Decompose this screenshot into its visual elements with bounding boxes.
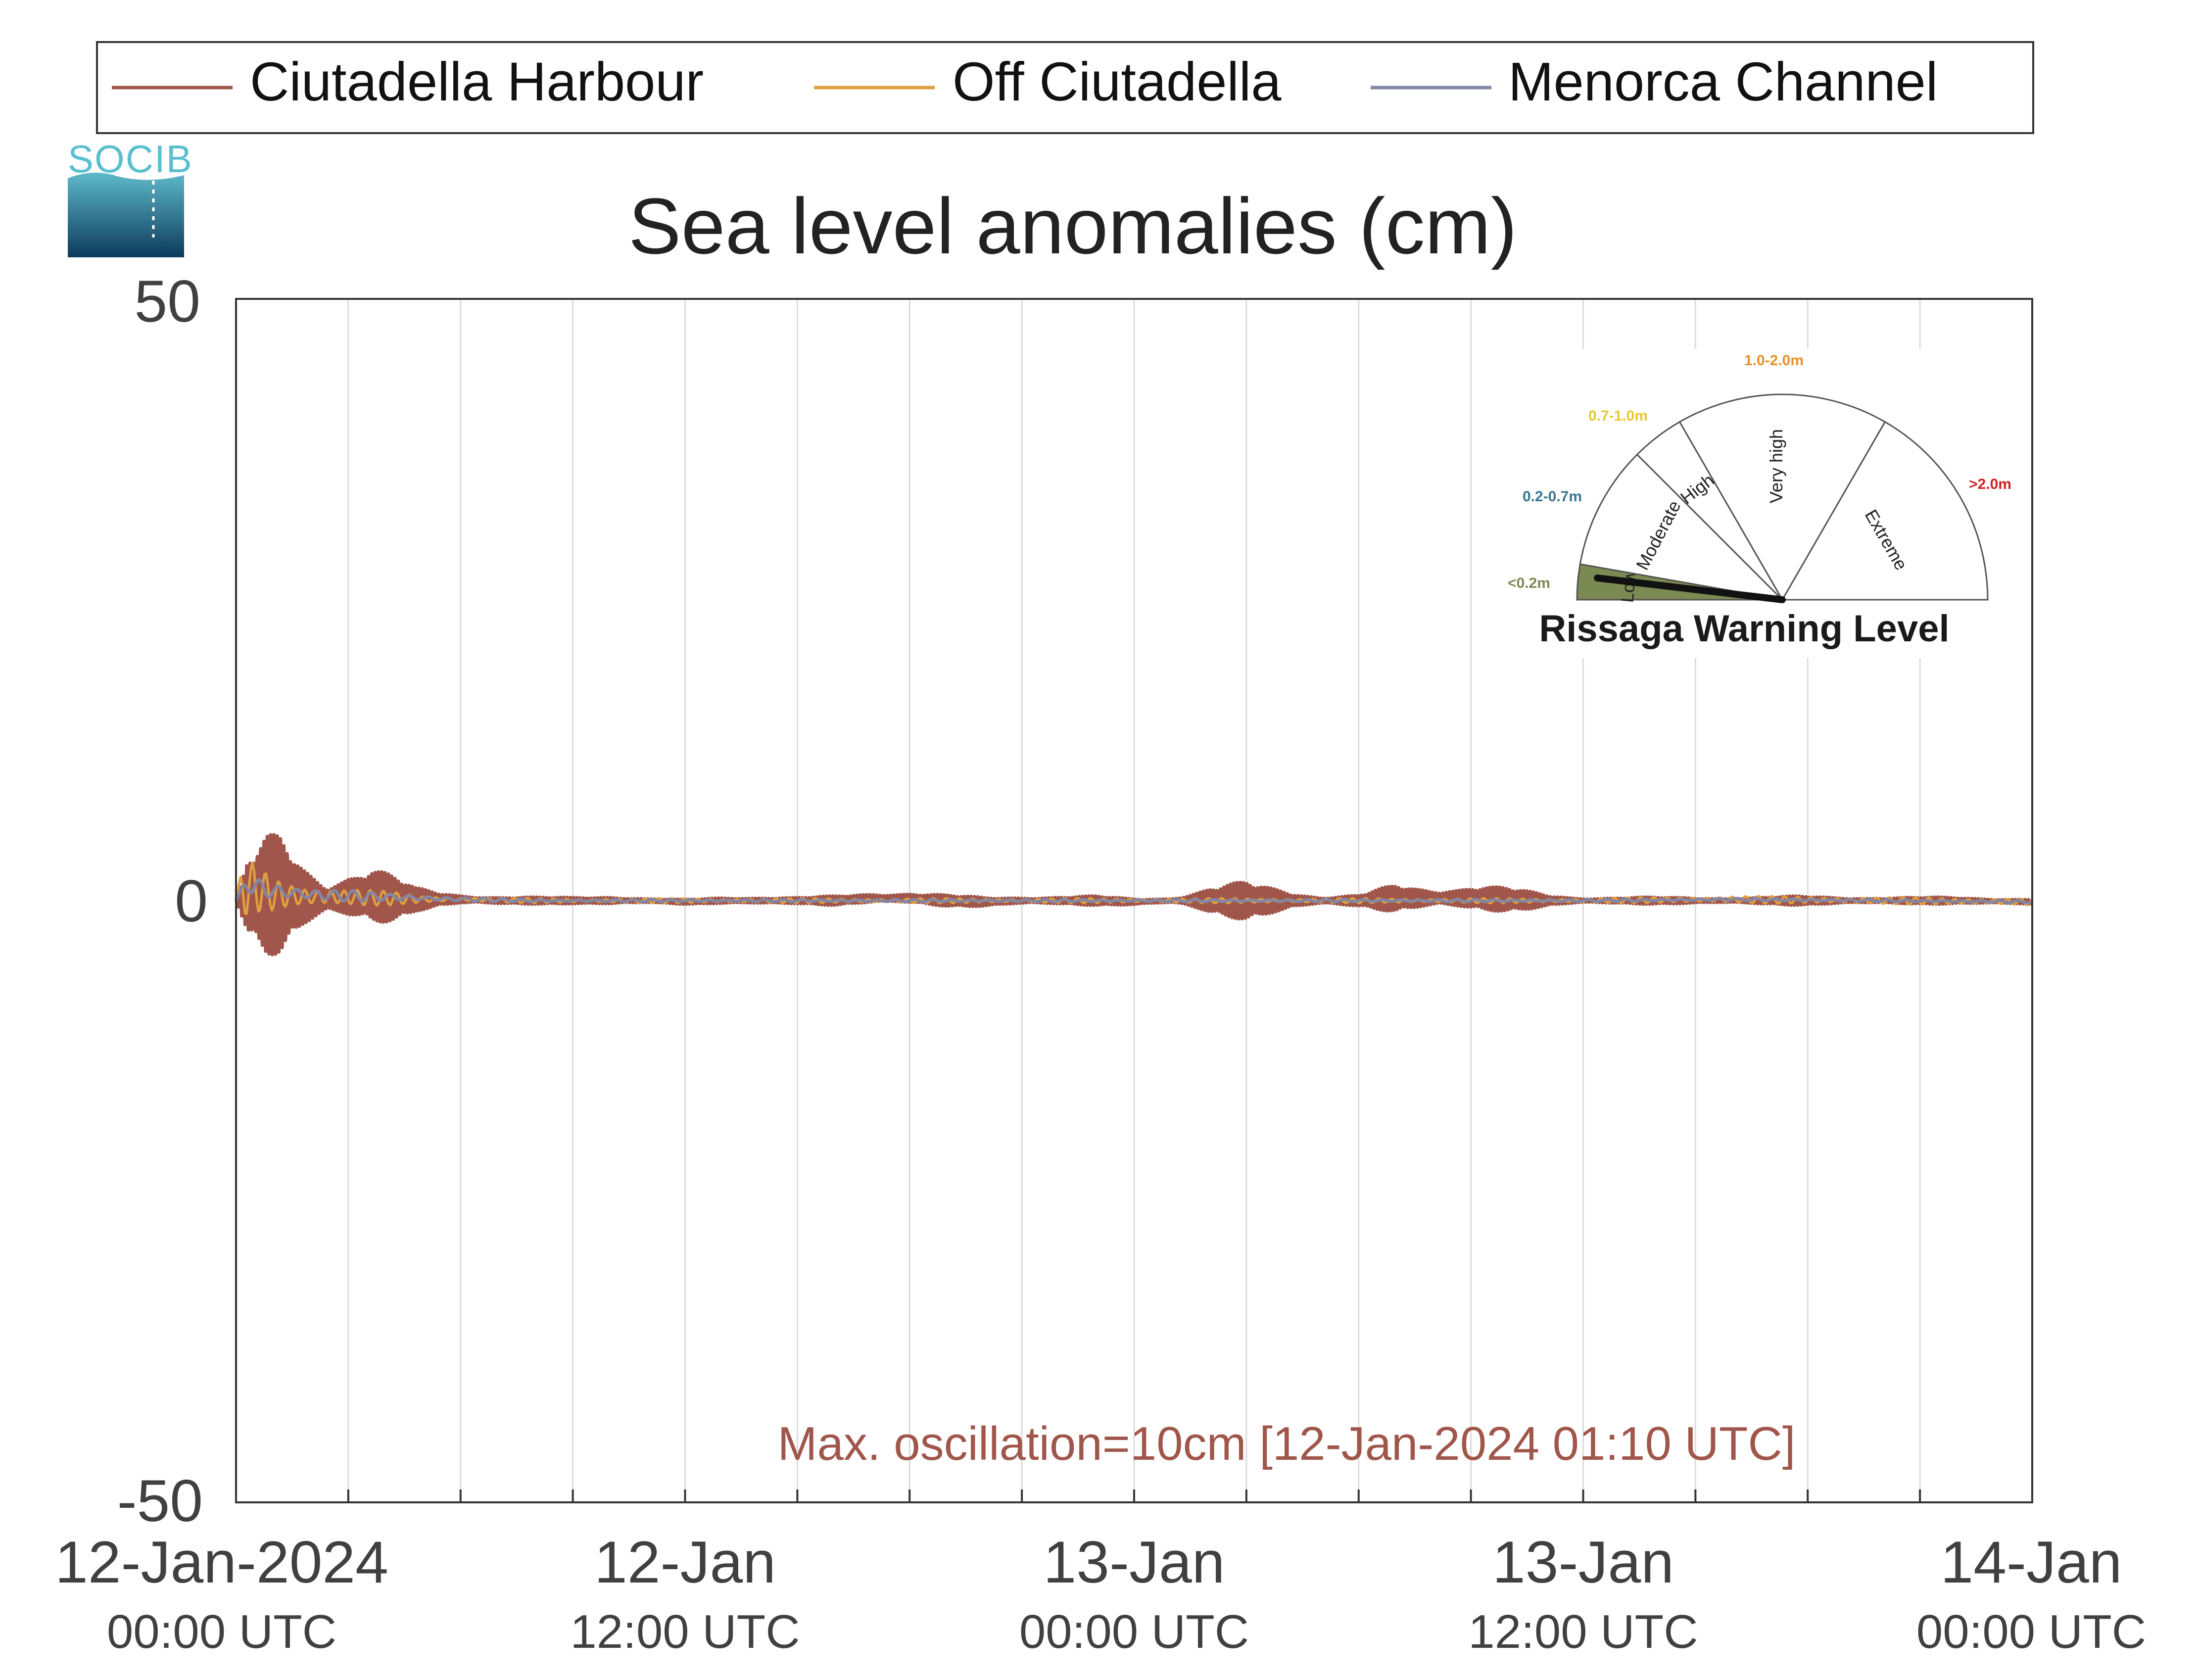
series-layer	[234, 833, 2034, 957]
legend-label-menorca-channel: Menorca Channel	[1508, 51, 1938, 112]
x-tick-label-date: 13-Jan	[1044, 1529, 1225, 1595]
legend-label-ciutadella-harbour: Ciutadella Harbour	[250, 51, 704, 112]
gauge-sector	[1579, 453, 1785, 601]
x-tick-label-time: 00:00 UTC	[1019, 1605, 1249, 1658]
y-axis: 50 0 -50	[117, 268, 208, 1534]
gauge-range-label: <0.2m	[1508, 575, 1550, 591]
chart-title: Sea level anomalies (cm)	[628, 182, 1517, 270]
x-tick-marks	[347, 1489, 1921, 1502]
x-axis: 12-Jan-2024 00:00 UTC 12-Jan 12:00 UTC 13-Ja…	[55, 1529, 2146, 1658]
gauge-range-label: 1.0-2.0m	[1744, 352, 1804, 369]
legend: Ciutadella Harbour Off Ciutadella Menorc…	[96, 41, 2034, 134]
x-tick-label-time: 00:00 UTC	[1916, 1605, 2146, 1658]
x-tick-label-date: 13-Jan	[1492, 1529, 1674, 1595]
socib-logo-wave	[68, 172, 184, 257]
legend-box	[96, 41, 2034, 134]
gauge-sector-label: Very high	[1766, 429, 1786, 503]
gauge-sector	[1781, 421, 1989, 601]
series-line	[235, 878, 2033, 905]
gauge-range-label: >2.0m	[1969, 476, 2011, 492]
x-tick-label-time: 12:00 UTC	[570, 1605, 800, 1658]
gauge-needle	[1594, 575, 1786, 603]
gauge-range-label: 0.7-1.0m	[1588, 408, 1648, 424]
x-tick-label-time: 00:00 UTC	[107, 1605, 336, 1658]
gauge-range-label: 0.2-0.7m	[1523, 488, 1582, 505]
socib-logo: SOCIB	[68, 137, 192, 257]
y-tick-label-50: 50	[135, 268, 200, 335]
x-tick-label-time: 12:00 UTC	[1468, 1605, 1698, 1658]
y-tick-label-minus-50: -50	[117, 1468, 203, 1534]
gauge-sector	[1678, 393, 1886, 602]
x-tick-label-date: 14-Jan	[1941, 1529, 2122, 1595]
x-tick-label-date: 12-Jan-2024	[55, 1529, 388, 1595]
legend-label-off-ciutadella: Off Ciutadella	[953, 51, 1282, 112]
y-tick-label-0: 0	[175, 868, 208, 934]
max-oscillation-annotation: Max. oscillation=10cm [12-Jan-2024 01:10…	[777, 1417, 1795, 1470]
gauge-title: Rissaga Warning Level	[1539, 608, 1949, 650]
x-tick-label-date: 12-Jan	[594, 1529, 776, 1595]
